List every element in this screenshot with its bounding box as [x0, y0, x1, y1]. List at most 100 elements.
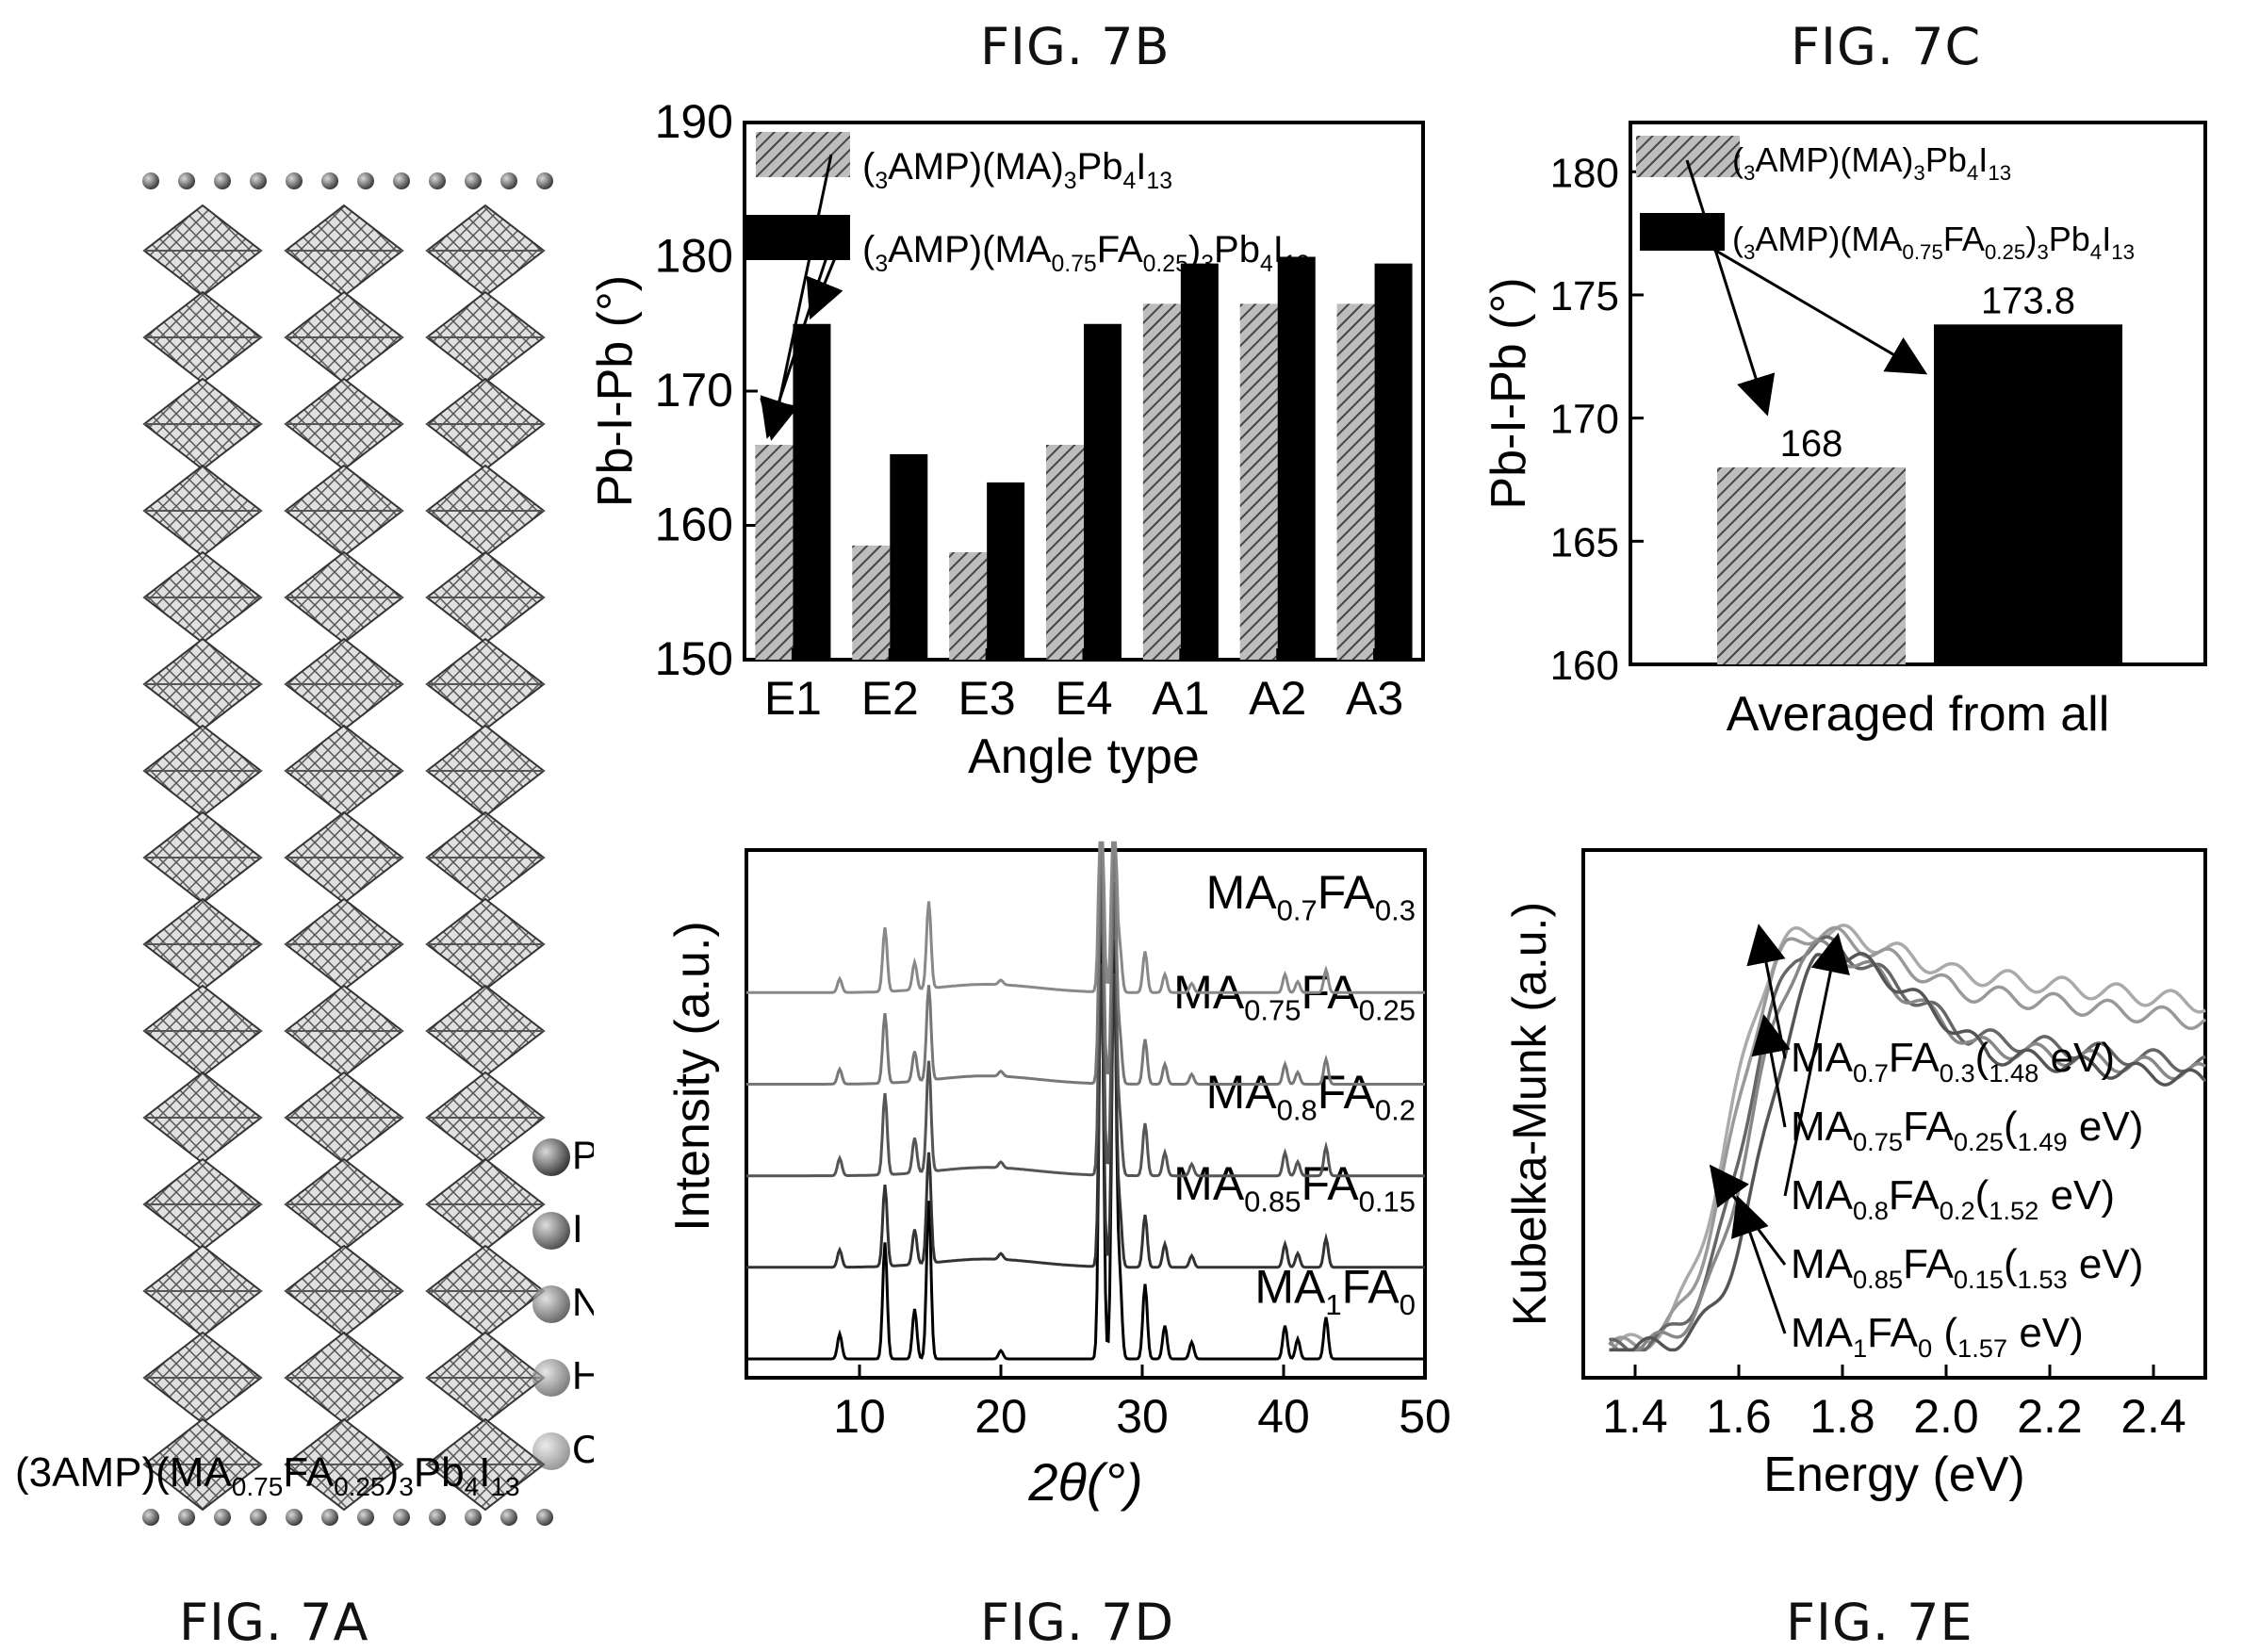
organic-cation: [142, 172, 159, 189]
bar-ma-e4: [1046, 445, 1084, 660]
x-tick-label: 30: [1116, 1390, 1169, 1443]
organic-cation: [214, 172, 231, 189]
legend-label-ma: (3AMP)(MA)3Pb4I13: [1732, 140, 2011, 185]
absorption-series-label: MA0.7FA0.3(1.48 eV): [1791, 1035, 2115, 1088]
bar-mafa-a3: [1374, 263, 1413, 660]
x-tick-label: 10: [833, 1390, 886, 1443]
fig-7e-label: FIG. 7E: [1786, 1593, 1973, 1652]
x-tick-label: A3: [1346, 672, 1403, 725]
y-tick-label: 160: [655, 499, 733, 551]
absorption-label-arrow: [1730, 1195, 1787, 1334]
absorption-trace: [1608, 939, 2206, 1352]
y-axis-label: Intensity (a.u.): [665, 921, 720, 1231]
y-tick-label: 190: [655, 104, 733, 148]
absorption-label-arrow: [1783, 932, 1850, 1197]
organic-cation: [357, 172, 374, 189]
xrd-series-label: MA0.8FA0.2: [1206, 1066, 1416, 1127]
absorption-series-label: MA1FA0 (1.57 eV): [1791, 1310, 2084, 1363]
organic-cation: [250, 172, 267, 189]
x-axis-label: Energy (eV): [1763, 1448, 2024, 1502]
legend-label-n: N: [572, 1280, 594, 1324]
organic-cation: [178, 172, 195, 189]
y-axis-label: Pb-I-Pb (°): [1482, 277, 1536, 509]
organic-cation: [465, 1509, 482, 1526]
organic-cation: [429, 172, 446, 189]
plot-frame: [1581, 848, 2207, 1380]
y-tick-label: 165: [1550, 519, 1619, 565]
x-tick-label: 2.4: [2120, 1390, 2186, 1443]
organic-cation: [142, 1509, 159, 1526]
legend-label-ma: (3AMP)(MA)3Pb4I13: [862, 146, 1172, 194]
xrd-trace: [746, 963, 1425, 1269]
crystal-structure-caption: (3AMP)(MA0.75FA0.25)3Pb4I13: [15, 1449, 520, 1501]
xrd-trace: [746, 872, 1425, 1178]
absorption-series-label: MA0.75FA0.25(1.49 eV): [1791, 1104, 2143, 1156]
fig-7b-bar-chart: 150 160 170 180 190 E1 E2 E3 E4 A1 A2 A3 Angle type P…: [588, 104, 1425, 784]
organic-cation: [321, 172, 338, 189]
organic-cation: [286, 172, 303, 189]
xrd-trace: [746, 925, 1425, 1361]
absorption-trace: [1609, 952, 2207, 1352]
legend-atom-n: [532, 1285, 570, 1323]
x-tick-label: 40: [1257, 1390, 1310, 1443]
legend-swatch-ma: [756, 132, 850, 177]
absorption-trace: [1609, 924, 2206, 1352]
legend-arrow: [806, 248, 843, 320]
legend-label-c: C: [572, 1427, 594, 1471]
absorption-trace: [1609, 935, 2206, 1352]
legend-atom-i: [532, 1212, 570, 1250]
bar-value-label: 168: [1780, 423, 1843, 465]
legend-atom-h: [532, 1359, 570, 1397]
absorption-label-arrow: [1751, 1014, 1791, 1128]
absorption-trace: [1608, 925, 2207, 1351]
organic-cation: [286, 1509, 303, 1526]
legend-label-mafa: (3AMP)(MA0.75FA0.25)3Pb4I13: [862, 229, 1309, 277]
fig-7b-label: FIG. 7B: [980, 17, 1171, 76]
x-tick-label: 1.4: [1602, 1390, 1668, 1443]
x-axis-label: Averaged from all: [1727, 687, 2110, 742]
xrd-trace: [746, 842, 1425, 1086]
bar-ma-a3: [1336, 303, 1375, 660]
legend-label-h: H: [572, 1353, 594, 1398]
organic-cation: [429, 1509, 446, 1526]
xrd-trace: [746, 841, 1425, 994]
bar-mafa-e1: [793, 323, 831, 660]
bar-ma-e3: [949, 552, 988, 660]
organic-cation: [214, 1509, 231, 1526]
bar-mafa-e3: [987, 482, 1025, 660]
x-tick-label: A2: [1249, 672, 1306, 725]
bar-value-label: 173.8: [1981, 280, 2075, 321]
plot-frame: [1629, 121, 2207, 666]
plot-frame: [745, 848, 1427, 1380]
absorption-series-label: MA0.85FA0.15(1.53 eV): [1791, 1241, 2143, 1294]
y-tick-label: 170: [655, 364, 733, 417]
organic-cation: [393, 1509, 410, 1526]
legend-atom-c: [532, 1432, 570, 1470]
x-tick-label: 20: [974, 1390, 1027, 1443]
x-tick-label: 1.6: [1706, 1390, 1772, 1443]
bar-ma-a2: [1239, 303, 1278, 660]
fig-7d-label: FIG. 7D: [980, 1593, 1175, 1652]
bar-ma-a1: [1142, 303, 1181, 660]
xrd-series-label: MA0.7FA0.3: [1206, 866, 1416, 927]
bar-mafa-averaged: [1934, 324, 2122, 664]
legend-arrow: [1685, 159, 1776, 417]
y-tick-label: 180: [655, 230, 733, 283]
organic-cation: [536, 1509, 553, 1526]
x-tick-label: 1.8: [1809, 1390, 1875, 1443]
y-tick-label: 160: [1550, 643, 1619, 689]
legend-label-i: I: [572, 1206, 583, 1251]
organic-cation: [250, 1509, 267, 1526]
legend-arrow: [1686, 232, 1928, 375]
absorption-series-label: MA0.8FA0.2(1.52 eV): [1791, 1172, 2115, 1225]
organic-cation: [321, 1509, 338, 1526]
organic-cation: [536, 172, 553, 189]
fig-7a-label: FIG. 7A: [179, 1593, 369, 1652]
legend-label-pb: Pb: [572, 1133, 594, 1177]
organic-cation: [500, 172, 517, 189]
y-axis-label: Kubelka-Munk (a.u.): [1503, 902, 1556, 1326]
x-tick-label: E2: [861, 672, 919, 725]
y-tick-label: 175: [1550, 273, 1619, 319]
x-axis-label: Angle type: [968, 729, 1200, 784]
bar-ma-averaged: [1717, 466, 1906, 664]
